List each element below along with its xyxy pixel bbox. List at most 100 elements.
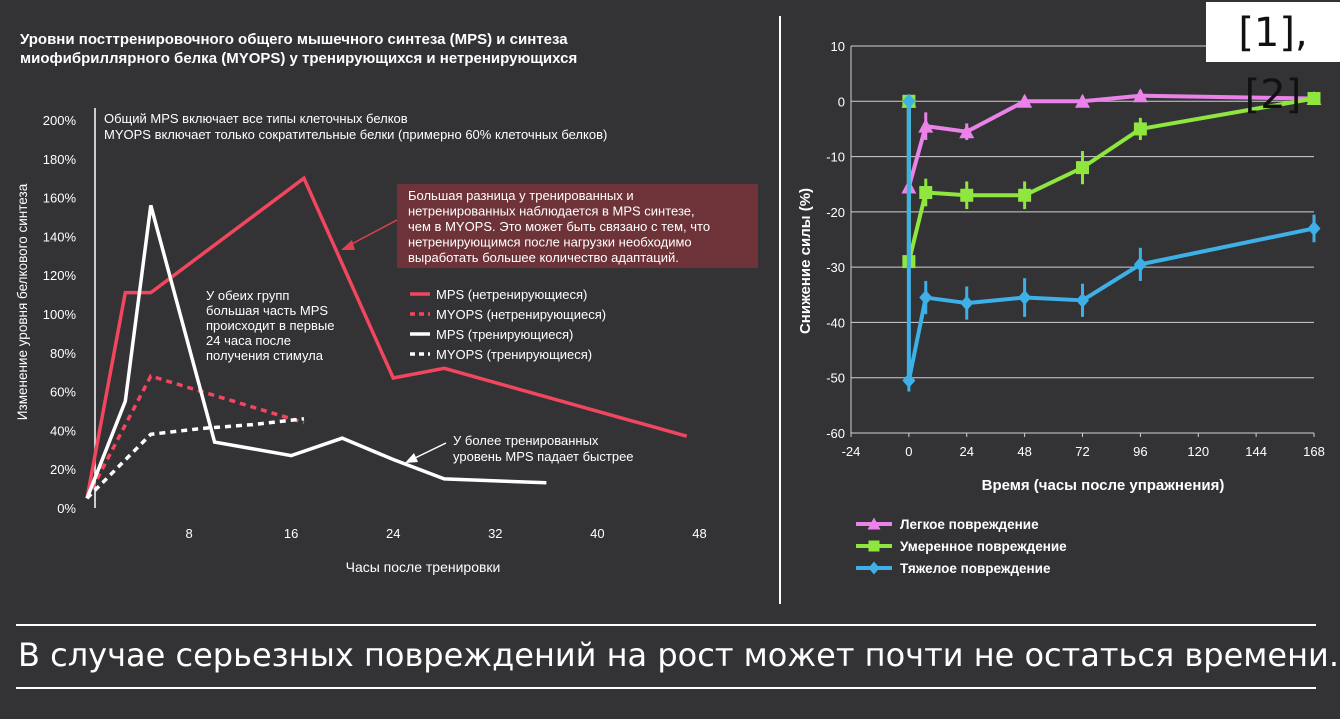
legend-label: MPS (нетренирующиеся) xyxy=(436,287,587,302)
x-tick-label: -24 xyxy=(842,444,861,459)
data-point xyxy=(902,372,916,388)
data-point xyxy=(959,124,975,139)
y-axis-ticks: 0% 20% 40% 60% 80% 100% 120% 140% 160% 180% 200% xyxy=(43,108,96,516)
x-axis-ticks: -24 0 24 48 72 96 120 144 168 xyxy=(842,433,1325,459)
y-tick-label: -50 xyxy=(826,371,845,386)
legend-label: Тяжелое повреждение xyxy=(900,561,1051,576)
y-tick-label: 100% xyxy=(43,307,77,322)
y-tick-label: -10 xyxy=(826,150,845,165)
y-tick-label: -30 xyxy=(826,260,845,275)
annotation-box xyxy=(397,184,758,268)
y-axis-label: Снижение силы (%) xyxy=(797,188,814,334)
legend-label: MPS (тренирующиеся) xyxy=(436,327,573,342)
x-tick-label: 168 xyxy=(1303,444,1325,459)
strength-loss-chart: 10 0 -10 -20 -30 -40 -50 -60 -24 0 24 48 72 96 120 144… xyxy=(797,39,1325,576)
y-tick-label: 80% xyxy=(50,346,76,361)
data-point xyxy=(1075,93,1090,108)
chart-title: Уровни посттренировочного общего мышечно… xyxy=(20,31,577,67)
annotation-line: У более тренированных xyxy=(453,433,599,448)
data-point xyxy=(867,517,881,530)
data-point xyxy=(1076,292,1089,308)
y-tick-label: 140% xyxy=(43,229,77,244)
caption-text: В случае серьезных повреждений на рост м… xyxy=(18,636,1339,674)
series-line-3 xyxy=(85,204,547,499)
legend-label: MYOPS (тренирующиеся) xyxy=(436,347,592,362)
data-point xyxy=(1307,92,1321,106)
chart-note: Общий MPS включает все типы клеточных бе… xyxy=(104,111,607,142)
y-tick-label: 60% xyxy=(50,385,76,400)
x-tick-label: 120 xyxy=(1187,444,1209,459)
x-tick-label: 48 xyxy=(692,526,706,541)
series-line-2 xyxy=(85,373,305,500)
series-line xyxy=(906,101,1315,383)
data-point xyxy=(919,290,933,306)
data-point xyxy=(1132,88,1148,103)
x-tick-label: 24 xyxy=(960,444,974,459)
x-tick-label: 72 xyxy=(1075,444,1089,459)
data-point xyxy=(1076,161,1089,175)
chart-title-line: миофибриллярного белка (MYOPS) у трениру… xyxy=(20,50,577,67)
data-point xyxy=(919,186,933,200)
annotation-arrowhead xyxy=(405,453,418,463)
annotation-line: чем в MYOPS. Это может быть связано с те… xyxy=(408,219,710,234)
caption-bottom-rule xyxy=(16,687,1316,689)
x-tick-label: 40 xyxy=(590,526,604,541)
x-tick-label: 96 xyxy=(1133,444,1147,459)
legend: Легкое повреждение Умеренное повреждение Т… xyxy=(856,517,1067,576)
y-tick-label: 160% xyxy=(43,191,77,206)
x-axis-ticks: 8 16 24 32 40 48 xyxy=(185,526,706,541)
x-axis-label: Время (часы после упражнения) xyxy=(982,477,1225,494)
note-line: Общий MPS включает все типы клеточных бе… xyxy=(104,111,408,126)
legend-label: Легкое повреждение xyxy=(900,517,1039,532)
series-line-1 xyxy=(85,175,688,499)
y-tick-label: 120% xyxy=(43,268,77,283)
data-point xyxy=(960,188,974,202)
annotation-line: получения стимула xyxy=(206,348,324,363)
data-point xyxy=(868,540,880,552)
data-point xyxy=(1307,220,1321,236)
y-tick-label: -60 xyxy=(826,426,845,441)
y-axis-label: Изменение уровня белкового синтеза xyxy=(15,183,30,420)
y-tick-label: 200% xyxy=(43,113,77,128)
chart-title-line: Уровни посттренировочного общего мышечно… xyxy=(20,31,568,48)
data-point xyxy=(1018,290,1032,306)
annotations: Большая разница у тренированных инетрени… xyxy=(206,184,758,464)
x-tick-label: 48 xyxy=(1017,444,1031,459)
annotation-line: 24 часа после xyxy=(206,333,291,348)
reference-badge: [1], [2] xyxy=(1206,2,1340,118)
caption-top-rule xyxy=(16,624,1316,626)
mps-chart: Уровни посттренировочного общего мышечно… xyxy=(15,31,758,575)
x-tick-label: 0 xyxy=(905,444,912,459)
x-tick-label: 144 xyxy=(1245,444,1267,459)
plot-area xyxy=(85,175,688,500)
y-tick-label: 20% xyxy=(50,462,76,477)
data-point xyxy=(902,93,916,109)
divider xyxy=(779,16,781,604)
annotation-line: происходит в первые xyxy=(206,318,334,333)
series-3 xyxy=(902,93,1321,392)
y-tick-label: 0 xyxy=(838,94,845,109)
data-point xyxy=(1017,93,1033,108)
series-line-4 xyxy=(85,417,305,500)
annotation-line: У обеих групп xyxy=(206,288,289,303)
y-tick-label: -20 xyxy=(826,205,845,220)
annotation-line: нетренирующимся после нагрузки необходим… xyxy=(408,235,692,250)
annotation-line: Большая разница у тренированных и xyxy=(408,188,634,203)
legend-label: MYOPS (нетренирующиеся) xyxy=(436,307,606,322)
x-tick-label: 32 xyxy=(488,526,502,541)
legend: MPS (нетренирующиеся) MYOPS (нетренирующи… xyxy=(410,287,606,362)
y-tick-label: 0% xyxy=(57,501,76,516)
annotation-line: нетренированных наблюдается в MPS синтез… xyxy=(408,204,695,219)
y-tick-label: 10 xyxy=(831,39,845,54)
plot-area xyxy=(901,88,1322,392)
y-axis-ticks: 10 0 -10 -20 -30 -40 -50 -60 xyxy=(826,39,845,441)
annotation-arrow xyxy=(412,442,447,460)
series-line xyxy=(906,93,1315,189)
y-tick-label: 40% xyxy=(50,423,76,438)
y-tick-label: 180% xyxy=(43,152,77,167)
data-point xyxy=(960,295,974,311)
legend-label: Умеренное повреждение xyxy=(900,539,1067,554)
annotation-arrow xyxy=(347,219,398,247)
y-tick-label: -40 xyxy=(826,315,845,330)
annotation-line: большая часть MPS xyxy=(206,303,328,318)
